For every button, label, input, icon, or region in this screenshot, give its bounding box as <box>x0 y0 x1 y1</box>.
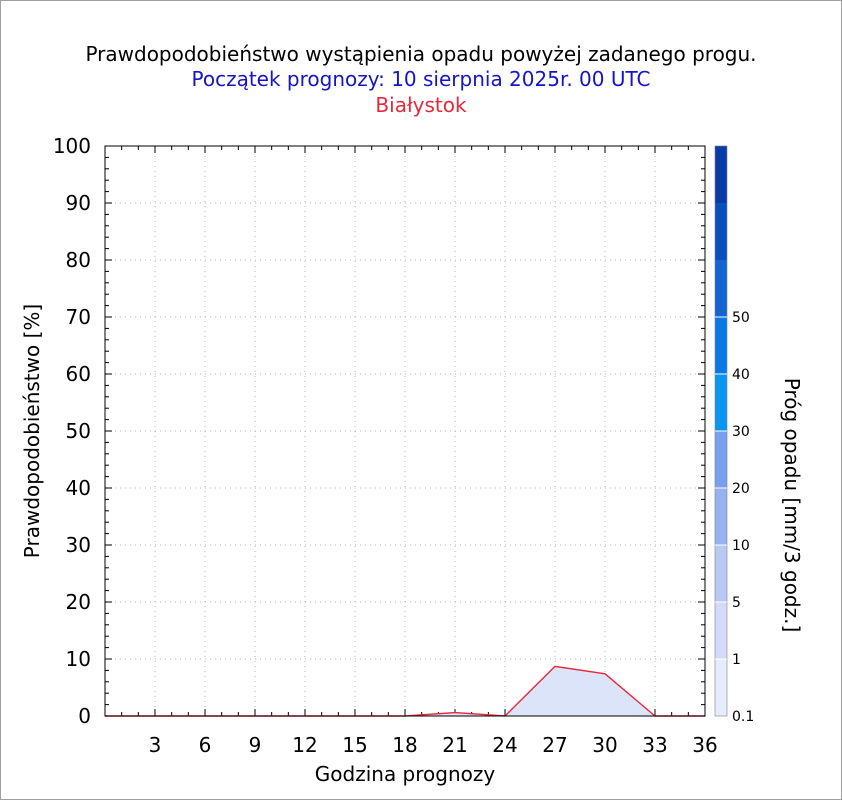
location-label: Białystok <box>375 93 467 117</box>
x-tick-label-9: 30 <box>592 733 617 757</box>
colorbar: 0.1 1 5 10 20 30 40 50 <box>714 145 754 725</box>
y-tick-label-2: 20 <box>66 590 91 614</box>
y-tick-label-1: 10 <box>66 647 91 671</box>
colorbar-segment-6 <box>715 317 727 374</box>
y-axis-label: Prawdopodobieństwo [%] <box>20 304 44 558</box>
x-tick-label-3: 12 <box>292 733 317 757</box>
colorbar-segment-7 <box>715 260 727 317</box>
y-tick-label-7: 70 <box>66 305 91 329</box>
chart-subtitle: Początek prognozy: 10 sierpnia 2025r. 00… <box>191 67 651 91</box>
y-axis: 0 10 20 30 40 50 60 70 80 90 100 <box>53 134 91 728</box>
colorbar-tick-label-3: 10 <box>732 538 750 554</box>
colorbar-segment-5 <box>715 374 727 431</box>
y-tick-label-8: 80 <box>66 248 91 272</box>
colorbar-segment-8 <box>715 203 727 260</box>
y-tick-label-4: 40 <box>66 476 91 500</box>
y-tick-label-9: 90 <box>66 191 91 215</box>
colorbar-tick-label-2: 5 <box>732 595 741 611</box>
x-tick-label-8: 27 <box>542 733 567 757</box>
colorbar-segment-4 <box>715 431 727 488</box>
chart-title: Prawdopodobieństwo wystąpienia opadu pow… <box>85 42 757 66</box>
colorbar-label: Próg opadu [mm/3 godz.] <box>780 378 804 633</box>
x-axis: 3 6 9 12 15 18 21 24 27 30 33 36 <box>149 733 718 757</box>
x-tick-label-2: 9 <box>249 733 262 757</box>
colorbar-tick-label-0: 0.1 <box>732 709 754 725</box>
y-tick-label-5: 50 <box>66 419 91 443</box>
colorbar-tick-label-7: 50 <box>732 310 750 326</box>
y-tick-label-6: 60 <box>66 362 91 386</box>
grid <box>105 146 705 716</box>
plot-border <box>104 145 706 717</box>
colorbar-segment-9 <box>715 146 727 203</box>
colorbar-tick-label-4: 20 <box>732 481 750 497</box>
x-tick-label-4: 15 <box>342 733 367 757</box>
colorbar-tick-label-5: 30 <box>732 424 750 440</box>
x-axis-label: Godzina prognozy <box>315 762 496 786</box>
y-tick-label-0: 0 <box>78 704 91 728</box>
y-tick-label-10: 100 <box>53 134 91 158</box>
colorbar-segment-1 <box>715 602 727 659</box>
colorbar-segment-3 <box>715 488 727 545</box>
series-area-0 <box>105 666 705 716</box>
y-tick-label-3: 30 <box>66 533 91 557</box>
x-tick-label-11: 36 <box>692 733 717 757</box>
colorbar-tick-label-1: 1 <box>732 652 741 668</box>
x-tick-label-10: 33 <box>642 733 667 757</box>
x-tick-label-5: 18 <box>392 733 417 757</box>
x-tick-label-7: 24 <box>492 733 517 757</box>
x-tick-label-1: 6 <box>199 733 212 757</box>
colorbar-segment-2 <box>715 545 727 602</box>
x-tick-label-6: 21 <box>442 733 467 757</box>
x-tick-label-0: 3 <box>149 733 162 757</box>
colorbar-segment-0 <box>715 659 727 716</box>
colorbar-tick-label-6: 40 <box>732 367 750 383</box>
